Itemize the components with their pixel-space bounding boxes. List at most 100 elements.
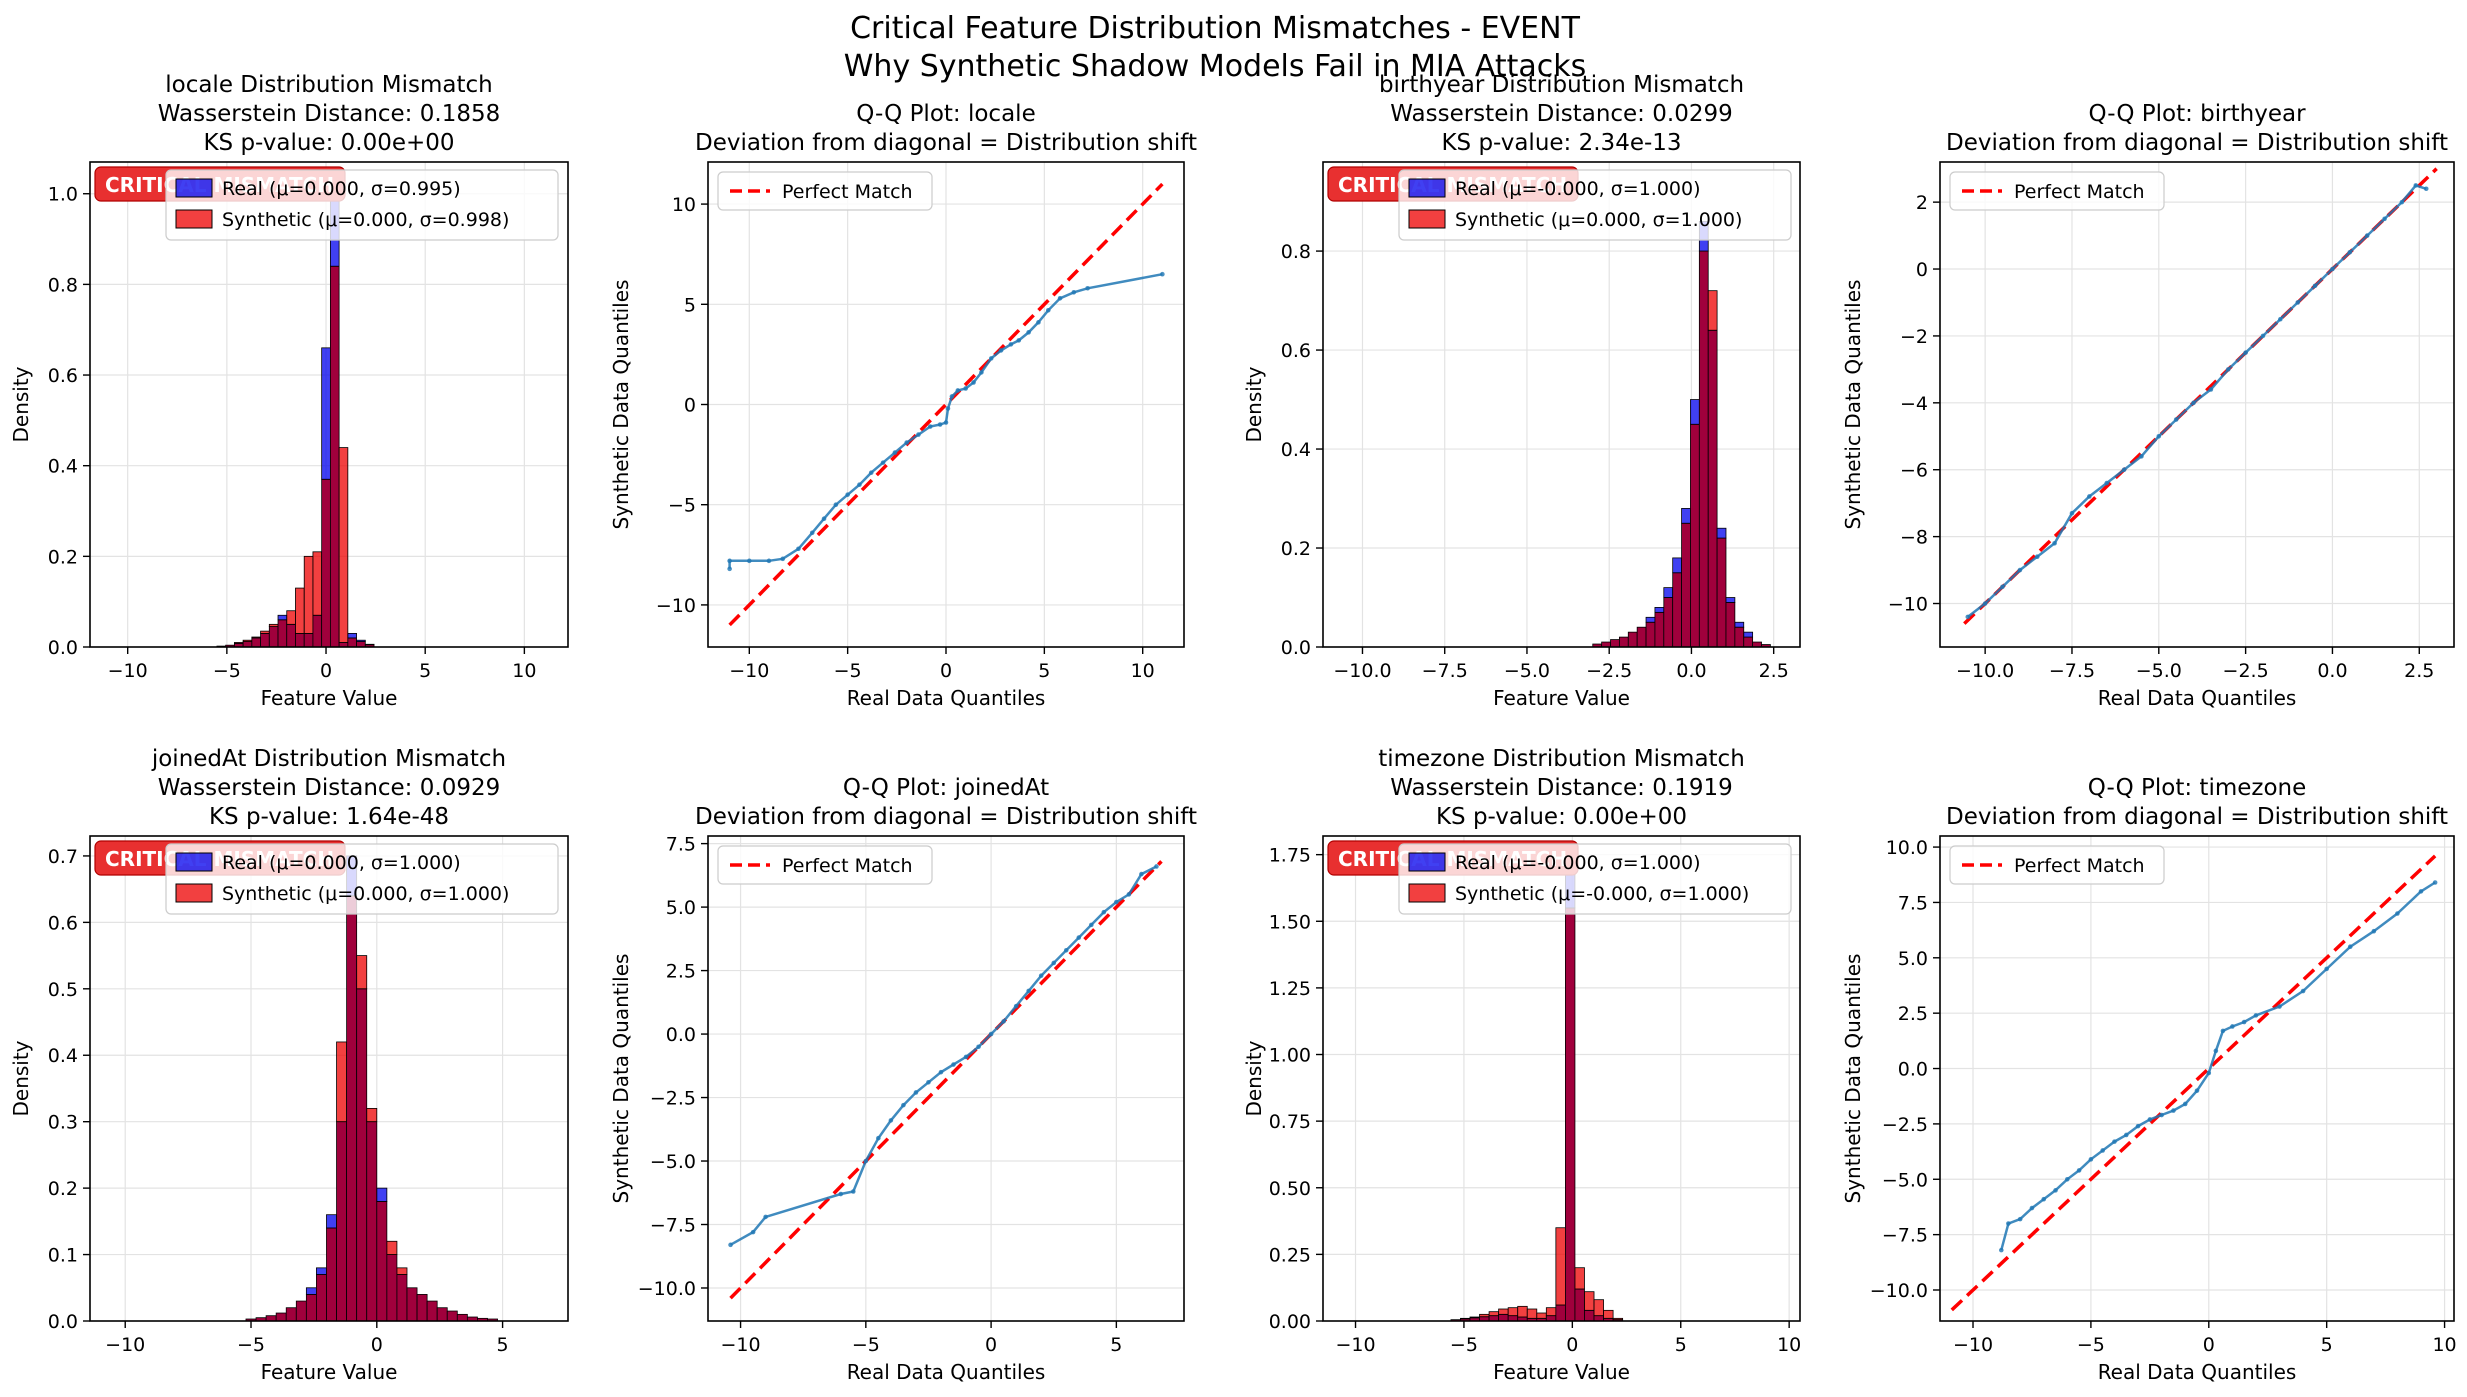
qq-point (857, 482, 862, 487)
legend-swatch-real (1408, 852, 1446, 872)
histogram-bar-real (316, 1267, 327, 1275)
histogram-bar-overlap (1725, 602, 1736, 647)
y-tick-label: 0.0 (1281, 637, 1311, 659)
qq-point (2260, 333, 2266, 339)
histogram-bar-real (326, 1214, 337, 1229)
histogram-bar-overlap (1672, 572, 1682, 647)
qq-point (988, 356, 994, 361)
qq-point (2041, 1196, 2047, 1202)
qq-point (2432, 880, 2438, 885)
legend-label-perfect-match: Perfect Match (2014, 855, 2145, 877)
qq-point (763, 1214, 768, 1220)
x-tick-label: −5 (834, 660, 862, 682)
y-axis-label: Synthetic Data Quantiles (1841, 954, 1865, 1204)
qq-point (1013, 1003, 1019, 1009)
histogram-bar-synthetic (1707, 290, 1718, 331)
x-tick-label: 0 (320, 660, 332, 682)
qq-point (780, 556, 786, 562)
y-axis-label: Synthetic Data Quantiles (609, 954, 633, 1204)
x-tick-label: 2.5 (1759, 660, 1789, 682)
qq-point (938, 1069, 944, 1075)
qq-point (1016, 338, 1022, 343)
axes-frame (89, 161, 569, 648)
histogram-bar-overlap (1663, 597, 1674, 647)
histogram-bar-real (321, 347, 331, 480)
histogram-bar-synthetic (1536, 1312, 1547, 1319)
histogram-bar-synthetic (356, 955, 368, 990)
y-tick-label: −2.5 (1882, 1114, 1928, 1136)
panel-title-line: joinedAt Distribution Mismatch (151, 746, 506, 772)
y-tick-label: 5 (684, 294, 696, 316)
histogram-bar-overlap (1707, 329, 1718, 647)
x-tick-label: −5 (237, 1334, 265, 1356)
histogram-bar-overlap (1734, 626, 1745, 647)
qq-point (2029, 1205, 2035, 1211)
histogram-bar-overlap (329, 265, 340, 647)
histogram-bar-real (376, 1187, 388, 1202)
qq-point (838, 1191, 844, 1197)
qq-point (1063, 947, 1069, 953)
y-tick-label: 0.1 (48, 1245, 78, 1267)
axes-frame (1939, 161, 2455, 648)
qq-point (2418, 889, 2424, 894)
histogram-bar-real (1672, 557, 1682, 574)
plot-area (1592, 220, 1771, 647)
panel-title-line: Q-Q Plot: joinedAt (843, 775, 1049, 801)
histogram-bar-overlap (305, 1294, 317, 1321)
histogram-bar-overlap (376, 1201, 388, 1321)
qq-point (1071, 289, 1077, 295)
qq-point (2225, 367, 2231, 372)
y-tick-label: 1.25 (1269, 978, 1311, 1000)
y-tick-label: −5.0 (650, 1151, 696, 1173)
histogram-bar-synthetic (1545, 1307, 1557, 1317)
y-tick-label: 2 (1916, 192, 1928, 214)
x-tick-label: −2.5 (2223, 660, 2269, 682)
histogram-bar-real (347, 633, 357, 639)
y-tick-label: 0.2 (48, 546, 78, 568)
histogram-bar-overlap (1627, 631, 1638, 647)
panel-title-line: Deviation from diagonal = Distribution s… (695, 804, 1197, 830)
panel-1: −10 −5 0 5 10 0.0 0.2 0.4 0.6 0.8 1.0 Feature Value… (9, 72, 569, 710)
histogram-bar-real (277, 614, 288, 621)
panel-5: −10 −5 0 5 0.0 0.1 0.2 0.3 0.4 0.5 0.6 0.7 Feature V… (9, 746, 569, 1384)
y-axis-label: Synthetic Data Quantiles (1841, 280, 1865, 530)
panel-7: −10 −5 0 5 10 0.00 0.25 0.50 0.75 1.00 1.25 1.50 1.7… (1242, 746, 1801, 1384)
qq-point (1051, 960, 1057, 966)
qq-point (2069, 510, 2075, 516)
y-axis-label: Density (9, 366, 33, 442)
perfect-match-line (728, 182, 1164, 627)
y-tick-label: 1.0 (48, 184, 78, 206)
y-tick-label: 0.50 (1269, 1178, 1311, 1200)
qq-point (2052, 541, 2057, 546)
panel-6: −10 −5 0 5 −10.0 −7.5 −5.0 −2.5 0.0 2.5 5.0 7.5 Real… (609, 775, 1197, 1384)
histogram-bar-synthetic (1517, 1305, 1528, 1318)
y-tick-label: −7.5 (650, 1215, 696, 1237)
y-tick-label: 0.0 (48, 637, 78, 659)
axes-frame (1322, 161, 1801, 648)
x-tick-label: 2.5 (2404, 660, 2434, 682)
y-tick-label: 0.25 (1269, 1244, 1311, 1266)
histogram-bar-real (1743, 631, 1754, 638)
qq-curve (1967, 183, 2427, 618)
y-tick-label: 1.00 (1269, 1045, 1311, 1067)
panel-title-line: locale Distribution Mismatch (165, 72, 493, 98)
qq-point (2088, 1157, 2094, 1162)
histogram-bar-synthetic (251, 636, 261, 639)
qq-point (1160, 271, 1165, 277)
qq-curve (2000, 881, 2436, 1251)
histogram-bar-overlap (396, 1274, 408, 1321)
plot-area (216, 193, 375, 647)
histogram-bar-overlap (356, 988, 368, 1321)
panel-title-line: Deviation from diagonal = Distribution s… (1946, 804, 2448, 830)
x-tick-label: −5.0 (1504, 660, 1550, 682)
qq-point (833, 502, 839, 508)
legend-box (165, 169, 559, 241)
histogram-bar-overlap (316, 1274, 327, 1321)
qq-point (1008, 342, 1014, 347)
histogram-bar-synthetic (242, 639, 253, 642)
histogram-bar-overlap (356, 641, 366, 647)
histogram-bar-overlap (436, 1307, 448, 1321)
qq-point (888, 1118, 894, 1123)
histogram-bar-overlap (347, 637, 357, 647)
